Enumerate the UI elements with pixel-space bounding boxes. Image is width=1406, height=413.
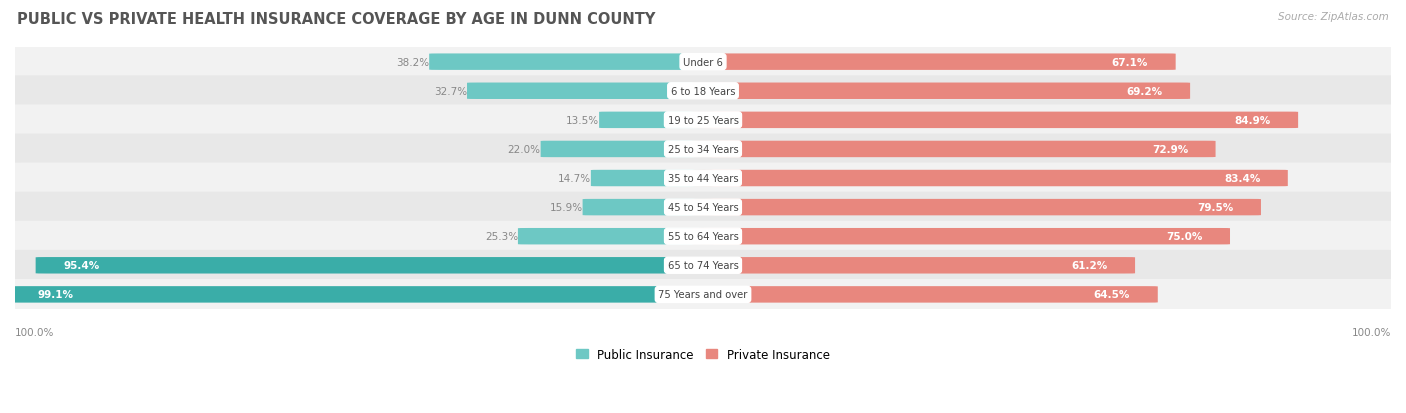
Text: 72.9%: 72.9% [1152, 145, 1188, 154]
FancyBboxPatch shape [517, 228, 714, 245]
FancyBboxPatch shape [692, 257, 1135, 274]
Text: 32.7%: 32.7% [434, 87, 467, 97]
FancyBboxPatch shape [11, 105, 1395, 136]
FancyBboxPatch shape [11, 163, 1395, 194]
Text: 75 Years and over: 75 Years and over [658, 290, 748, 300]
Legend: Public Insurance, Private Insurance: Public Insurance, Private Insurance [576, 348, 830, 361]
FancyBboxPatch shape [11, 250, 1395, 281]
Text: 45 to 54 Years: 45 to 54 Years [668, 203, 738, 213]
Text: 35 to 44 Years: 35 to 44 Years [668, 173, 738, 184]
Text: 84.9%: 84.9% [1234, 116, 1271, 126]
FancyBboxPatch shape [541, 141, 714, 158]
Text: 61.2%: 61.2% [1071, 261, 1108, 271]
FancyBboxPatch shape [11, 192, 1395, 223]
Text: 19 to 25 Years: 19 to 25 Years [668, 116, 738, 126]
Text: 65 to 74 Years: 65 to 74 Years [668, 261, 738, 271]
FancyBboxPatch shape [599, 112, 714, 129]
Text: 13.5%: 13.5% [567, 116, 599, 126]
Text: Source: ZipAtlas.com: Source: ZipAtlas.com [1278, 12, 1389, 22]
Text: 22.0%: 22.0% [508, 145, 541, 154]
Text: Under 6: Under 6 [683, 57, 723, 67]
FancyBboxPatch shape [11, 76, 1395, 107]
Text: 75.0%: 75.0% [1166, 232, 1202, 242]
Text: 38.2%: 38.2% [396, 57, 429, 67]
Text: 83.4%: 83.4% [1223, 173, 1260, 184]
FancyBboxPatch shape [11, 47, 1395, 78]
FancyBboxPatch shape [692, 54, 1175, 71]
FancyBboxPatch shape [467, 83, 714, 100]
Text: 14.7%: 14.7% [558, 173, 591, 184]
Text: 99.1%: 99.1% [38, 290, 73, 300]
Text: 55 to 64 Years: 55 to 64 Years [668, 232, 738, 242]
FancyBboxPatch shape [11, 279, 1395, 310]
FancyBboxPatch shape [692, 199, 1261, 216]
Text: 69.2%: 69.2% [1126, 87, 1163, 97]
Text: 25 to 34 Years: 25 to 34 Years [668, 145, 738, 154]
Text: 6 to 18 Years: 6 to 18 Years [671, 87, 735, 97]
Text: 100.0%: 100.0% [15, 327, 55, 337]
Text: 79.5%: 79.5% [1197, 203, 1233, 213]
Text: 15.9%: 15.9% [550, 203, 582, 213]
FancyBboxPatch shape [692, 171, 1288, 187]
FancyBboxPatch shape [692, 112, 1298, 129]
FancyBboxPatch shape [591, 171, 714, 187]
FancyBboxPatch shape [35, 257, 714, 274]
FancyBboxPatch shape [429, 54, 714, 71]
Text: 100.0%: 100.0% [1351, 327, 1391, 337]
FancyBboxPatch shape [692, 287, 1157, 303]
FancyBboxPatch shape [11, 221, 1395, 252]
Text: 64.5%: 64.5% [1094, 290, 1130, 300]
Text: 67.1%: 67.1% [1112, 57, 1149, 67]
Text: 95.4%: 95.4% [63, 261, 100, 271]
FancyBboxPatch shape [692, 228, 1230, 245]
Text: 25.3%: 25.3% [485, 232, 517, 242]
Text: PUBLIC VS PRIVATE HEALTH INSURANCE COVERAGE BY AGE IN DUNN COUNTY: PUBLIC VS PRIVATE HEALTH INSURANCE COVER… [17, 12, 655, 27]
FancyBboxPatch shape [11, 134, 1395, 165]
FancyBboxPatch shape [582, 199, 714, 216]
FancyBboxPatch shape [692, 83, 1189, 100]
FancyBboxPatch shape [10, 287, 714, 303]
FancyBboxPatch shape [692, 141, 1216, 158]
